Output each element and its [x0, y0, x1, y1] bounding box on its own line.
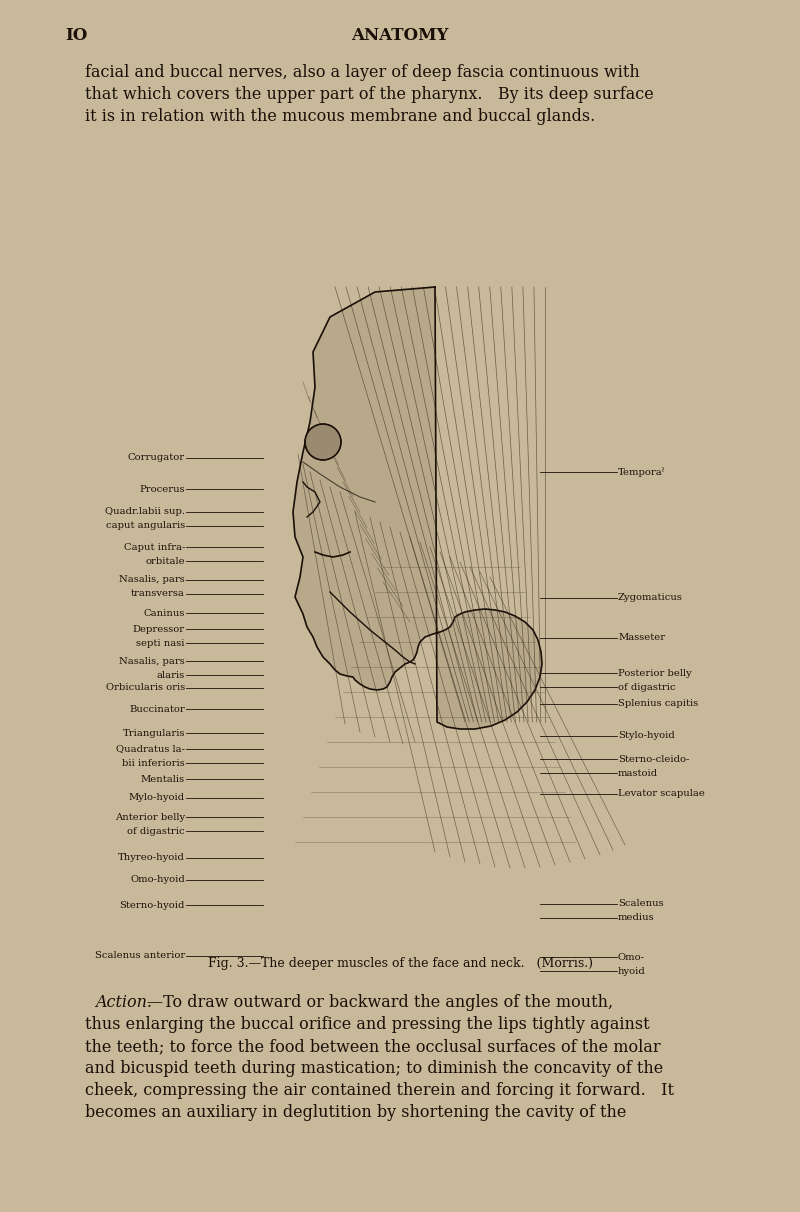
Text: Caput infra-: Caput infra- [124, 543, 185, 551]
Text: and bicuspid teeth during mastication; to diminish the concavity of the: and bicuspid teeth during mastication; t… [85, 1060, 663, 1077]
Text: transversa: transversa [131, 589, 185, 599]
Text: alaris: alaris [157, 670, 185, 680]
Text: Action.: Action. [95, 994, 152, 1011]
Text: Posterior belly: Posterior belly [618, 669, 692, 678]
Text: Omo-hyoid: Omo-hyoid [130, 875, 185, 885]
Text: Mylo-hyoid: Mylo-hyoid [129, 794, 185, 802]
Text: Anterior belly: Anterior belly [115, 812, 185, 822]
Text: Sterno-hyoid: Sterno-hyoid [120, 901, 185, 909]
Circle shape [305, 424, 341, 461]
Text: Quadratus la-: Quadratus la- [116, 744, 185, 754]
Text: hyoid: hyoid [618, 966, 646, 976]
Text: facial and buccal nerves, also a layer of deep fascia continuous with: facial and buccal nerves, also a layer o… [85, 64, 640, 81]
Text: Fig. 3.—The deeper muscles of the face and neck.   (Morris.): Fig. 3.—The deeper muscles of the face a… [207, 957, 593, 970]
Text: septi nasi: septi nasi [137, 639, 185, 647]
Text: Temporaˀ: Temporaˀ [618, 467, 666, 476]
Polygon shape [293, 287, 542, 728]
Text: Zygomaticus: Zygomaticus [618, 594, 683, 602]
Text: Nasalis, pars: Nasalis, pars [119, 657, 185, 665]
Text: cheek, compressing the air contained therein and forcing it forward.   It: cheek, compressing the air contained the… [85, 1082, 674, 1099]
Text: caput angularis: caput angularis [106, 521, 185, 531]
Text: Buccinator: Buccinator [130, 704, 185, 714]
Text: Thyreo-hyoid: Thyreo-hyoid [118, 853, 185, 863]
Text: Sterno-cleido-: Sterno-cleido- [618, 755, 690, 764]
Text: mastoid: mastoid [618, 768, 658, 778]
Text: Stylo-hyoid: Stylo-hyoid [618, 732, 674, 741]
Text: bii inferioris: bii inferioris [122, 759, 185, 767]
Text: of digastric: of digastric [618, 682, 676, 692]
Text: Corrugator: Corrugator [128, 453, 185, 463]
Text: IO: IO [65, 27, 87, 44]
Text: Caninus: Caninus [144, 608, 185, 617]
Text: Quadr.labii sup.: Quadr.labii sup. [105, 508, 185, 516]
Text: Splenius capitis: Splenius capitis [618, 699, 698, 709]
Text: orbitale: orbitale [146, 556, 185, 566]
Text: Orbicularis oris: Orbicularis oris [106, 684, 185, 692]
Text: Scalenus: Scalenus [618, 899, 664, 909]
Text: Masseter: Masseter [618, 634, 665, 642]
Text: Levator scapulae: Levator scapulae [618, 789, 705, 799]
Text: medius: medius [618, 914, 654, 922]
Text: ANATOMY: ANATOMY [351, 27, 449, 44]
Text: Omo-: Omo- [618, 953, 645, 961]
Text: Depressor: Depressor [133, 624, 185, 634]
Text: it is in relation with the mucous membrane and buccal glands.: it is in relation with the mucous membra… [85, 108, 595, 125]
Text: Triangularis: Triangularis [122, 728, 185, 737]
Text: Procerus: Procerus [139, 485, 185, 493]
Text: Nasalis, pars: Nasalis, pars [119, 576, 185, 584]
Text: that which covers the upper part of the pharynx.   By its deep surface: that which covers the upper part of the … [85, 86, 654, 103]
Text: thus enlarging the buccal orifice and pressing the lips tightly against: thus enlarging the buccal orifice and pr… [85, 1016, 650, 1033]
Text: —To draw outward or backward the angles of the mouth,: —To draw outward or backward the angles … [147, 994, 613, 1011]
Text: of digastric: of digastric [127, 827, 185, 835]
Text: the teeth; to force the food between the occlusal surfaces of the molar: the teeth; to force the food between the… [85, 1037, 661, 1054]
Text: Scalenus anterior: Scalenus anterior [94, 951, 185, 960]
Text: Mentalis: Mentalis [141, 774, 185, 783]
Text: becomes an auxiliary in deglutition by shortening the cavity of the: becomes an auxiliary in deglutition by s… [85, 1104, 626, 1121]
